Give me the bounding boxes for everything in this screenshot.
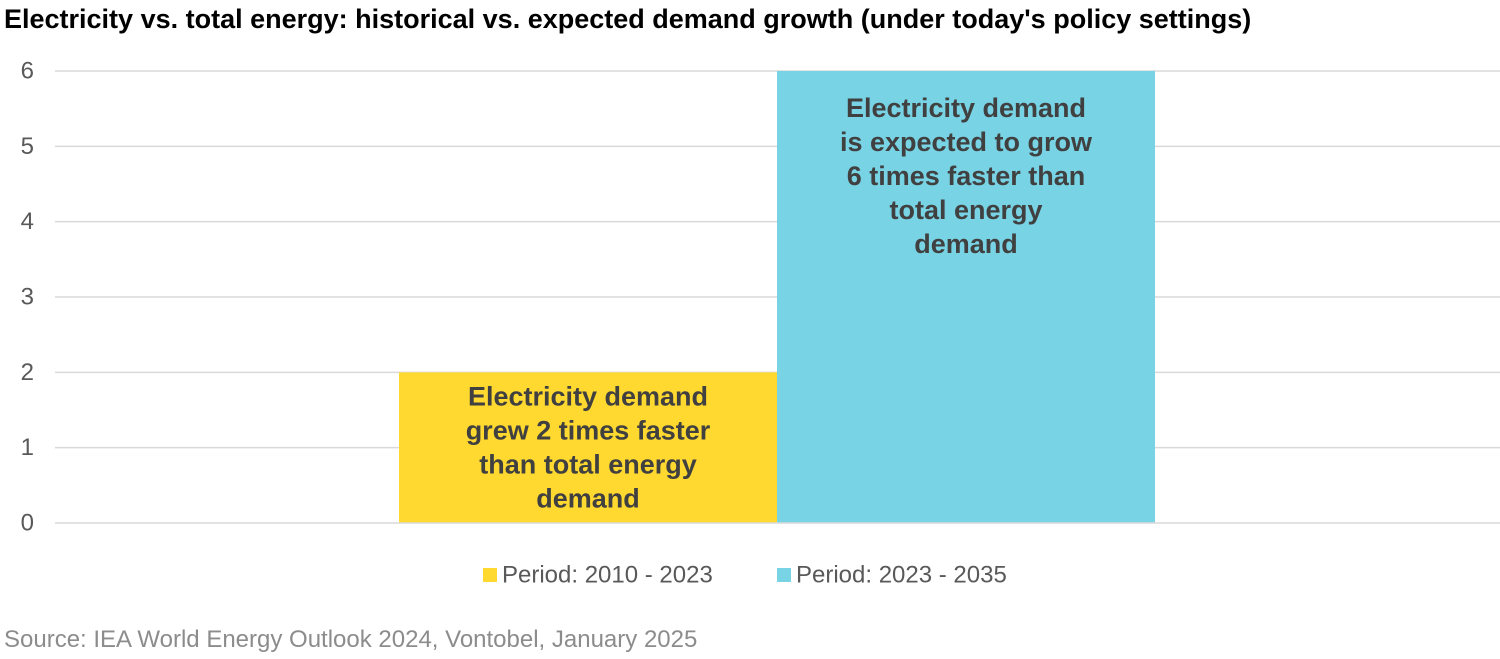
bar-2 xyxy=(777,71,1155,523)
y-axis-tick-labels: 0 1 2 3 4 5 6 xyxy=(21,58,34,537)
source-note: Source: IEA World Energy Outlook 2024, V… xyxy=(4,626,698,653)
legend-item-2: Period: 2023 - 2035 xyxy=(777,562,1007,589)
y-tick-label: 4 xyxy=(21,208,34,235)
bar-1 xyxy=(399,372,777,523)
legend-label: Period: 2023 - 2035 xyxy=(796,562,1007,589)
legend: Period: 2010 - 2023 Period: 2023 - 2035 xyxy=(483,562,1007,589)
bar-label-line: grew 2 times faster xyxy=(466,416,711,446)
legend-swatch xyxy=(483,568,497,582)
y-tick-label: 6 xyxy=(21,58,34,85)
bar-label-line: total energy xyxy=(889,195,1042,225)
legend-swatch xyxy=(777,568,791,582)
legend-item-1: Period: 2010 - 2023 xyxy=(483,562,713,589)
bar-label-2: Electricity demand is expected to grow 6 t… xyxy=(840,93,1093,259)
bar-label-line: demand xyxy=(914,229,1018,259)
bars xyxy=(399,71,1155,523)
y-tick-label: 5 xyxy=(21,133,34,160)
bar-label-line: 6 times faster than xyxy=(847,161,1086,191)
bar-label-line: demand xyxy=(536,484,640,514)
y-tick-label: 3 xyxy=(21,284,34,311)
y-tick-label: 0 xyxy=(21,510,34,537)
bar-label-1: Electricity demand grew 2 times faster tha… xyxy=(466,382,711,514)
bar-labels: Electricity demand grew 2 times faster tha… xyxy=(466,93,1093,514)
chart-title: Electricity vs. total energy: historical… xyxy=(4,4,1252,34)
bar-label-line: Electricity demand xyxy=(846,93,1086,123)
y-tick-label: 1 xyxy=(21,434,34,461)
bar-label-line: Electricity demand xyxy=(468,382,708,412)
bar-label-line: than total energy xyxy=(479,450,697,480)
bar-label-line: is expected to grow xyxy=(840,127,1093,157)
legend-label: Period: 2010 - 2023 xyxy=(502,562,713,589)
y-tick-label: 2 xyxy=(21,359,34,386)
